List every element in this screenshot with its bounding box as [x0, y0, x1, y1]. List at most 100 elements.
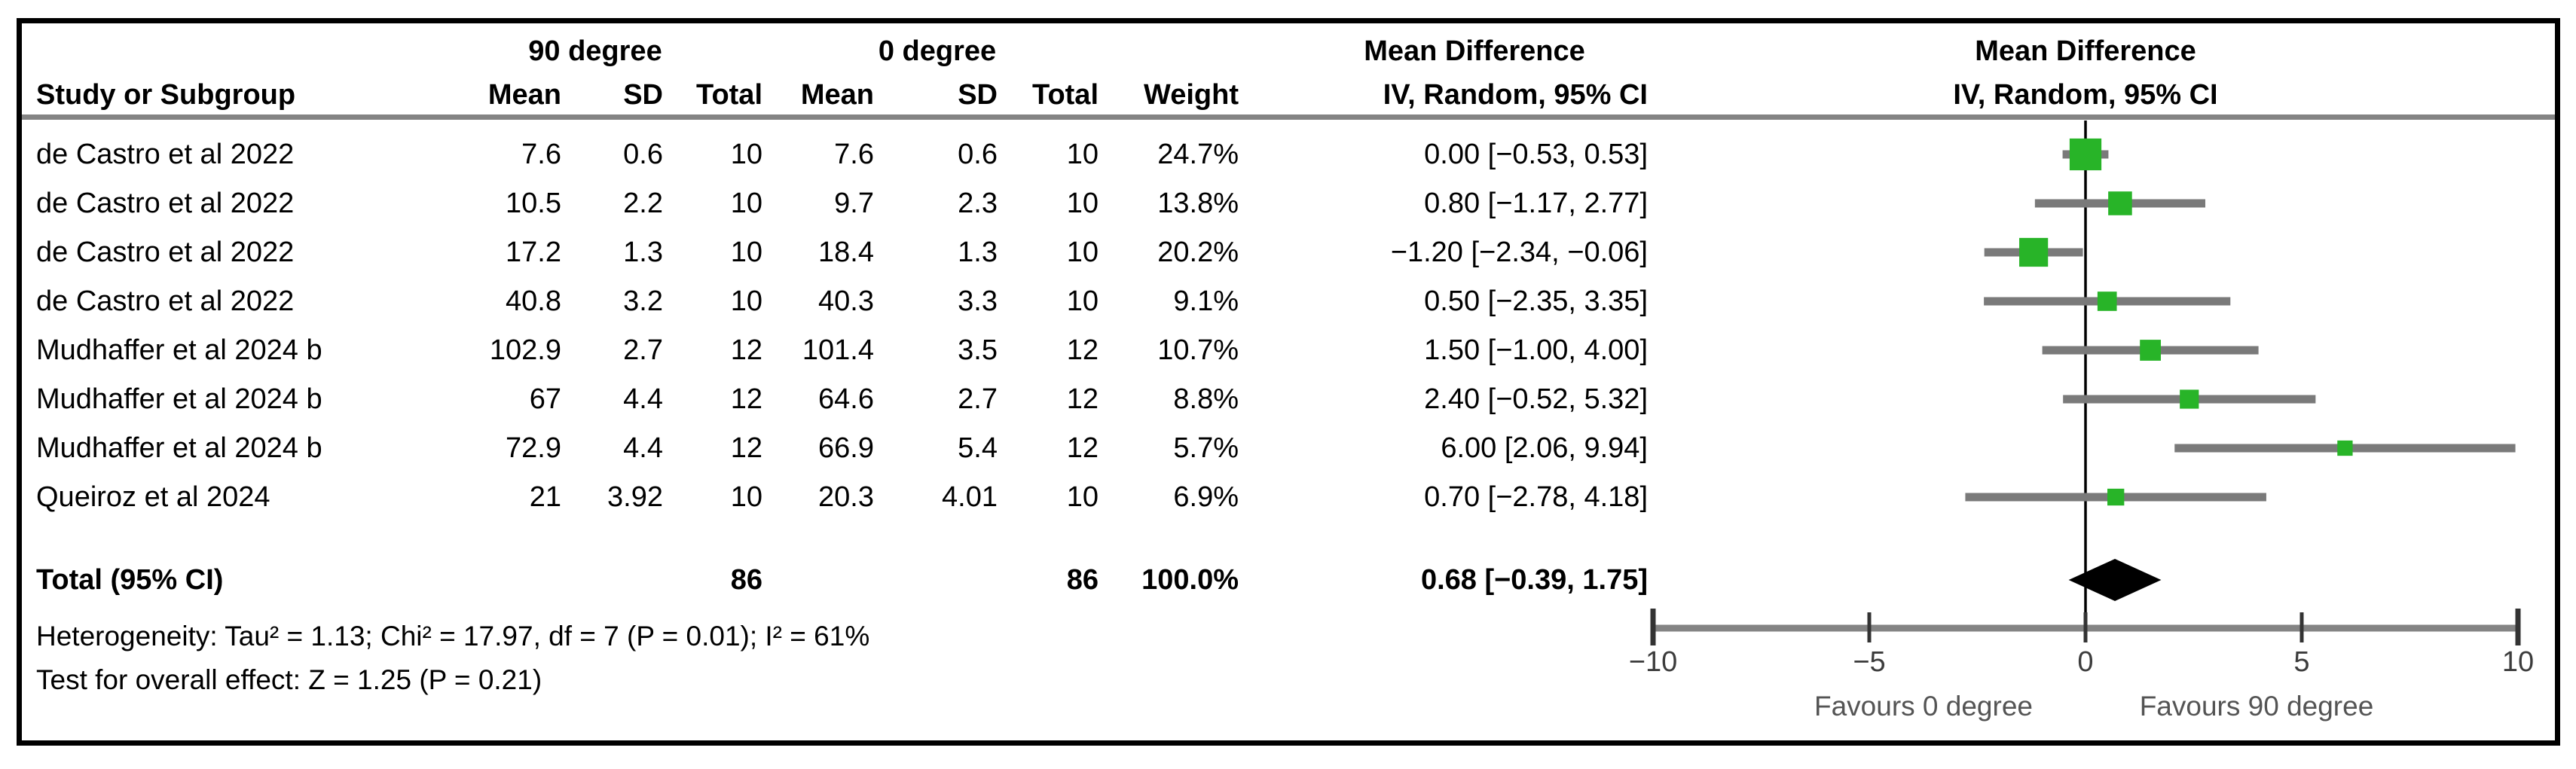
- cell-weight: 8.8%: [1173, 383, 1239, 415]
- cell-total1: 10: [730, 188, 762, 219]
- cell-sd2: 3.3: [958, 285, 998, 317]
- figure-frame: [17, 18, 2560, 746]
- cell-total1: 12: [730, 432, 762, 464]
- cell-total1: 10: [730, 139, 762, 170]
- group1-header: 90 degree: [528, 35, 662, 67]
- col-header-sd1: SD: [623, 79, 663, 111]
- cell-total2: 12: [1066, 383, 1099, 415]
- cell-ci_text: 0.00 [−0.53, 0.53]: [1424, 139, 1648, 170]
- cell-name: de Castro et al 2022: [36, 285, 295, 317]
- table-row: de Castro et al 2022 40.8 3.2 10 40.3 3.3 10 9.…: [0, 284, 2576, 319]
- cell-sd2: 5.4: [958, 432, 998, 464]
- cell-mean2: 7.6: [834, 139, 874, 170]
- cell-mean2: 64.6: [818, 383, 874, 415]
- cell-mean2: 101.4: [802, 334, 874, 366]
- cell-name: Mudhaffer et al 2024 b: [36, 432, 322, 464]
- favours-left-label: Favours 0 degree: [1814, 691, 2033, 722]
- cell-mean1: 10.5: [506, 188, 561, 219]
- cell-ci_text: 6.00 [2.06, 9.94]: [1441, 432, 1648, 464]
- effect-header-text-col: Mean Difference: [1364, 35, 1585, 67]
- table-row: de Castro et al 2022 17.2 1.3 10 18.4 1.3 10 20…: [0, 235, 2576, 270]
- cell-sd2: 4.01: [942, 481, 998, 513]
- cell-mean2: 40.3: [818, 285, 874, 317]
- cell-name: de Castro et al 2022: [36, 188, 295, 219]
- axis-tick-label: −10: [1628, 646, 1678, 678]
- cell-sd1: 2.7: [623, 334, 663, 366]
- table-row: Mudhaffer et al 2024 b 72.9 4.4 12 66.9 5.4 12…: [0, 431, 2576, 465]
- cell-sd2: 0.6: [958, 139, 998, 170]
- axis-tick-label: 10: [2501, 646, 2535, 678]
- overall-effect-note: Test for overall effect: Z = 1.25 (P = 0…: [36, 664, 542, 695]
- col-header-sd2: SD: [958, 79, 998, 111]
- cell-ci_text: −1.20 [−2.34, −0.06]: [1390, 236, 1648, 268]
- cell-sd1: 0.6: [623, 139, 663, 170]
- cell-sd1: 2.2: [623, 188, 663, 219]
- col-header-ci-plot: IV, Random, 95% CI: [1953, 79, 2218, 111]
- cell-mean1: 17.2: [506, 236, 561, 268]
- total-label: Total (95% CI): [36, 564, 224, 596]
- axis-tick-label: 0: [2077, 646, 2094, 678]
- cell-weight: 10.7%: [1157, 334, 1239, 366]
- heterogeneity-note: Heterogeneity: Tau² = 1.13; Chi² = 17.97…: [36, 621, 870, 652]
- table-row: Mudhaffer et al 2024 b 102.9 2.7 12 101.4 3.5…: [0, 333, 2576, 368]
- cell-mean1: 40.8: [506, 285, 561, 317]
- cell-total1: 10: [730, 481, 762, 513]
- effect-header-plot-col: Mean Difference: [1975, 35, 2196, 67]
- cell-total2: 10: [1066, 139, 1099, 170]
- total-row: Total (95% CI) 86 86 100.0% 0.68 [−0.39,…: [0, 563, 2576, 597]
- cell-mean2: 66.9: [818, 432, 874, 464]
- cell-name: Queiroz et al 2024: [36, 481, 270, 513]
- cell-ci_text: 0.70 [−2.78, 4.18]: [1424, 481, 1648, 513]
- cell-mean1: 102.9: [489, 334, 561, 366]
- cell-mean1: 72.9: [506, 432, 561, 464]
- cell-total1: 10: [730, 236, 762, 268]
- col-header-study: Study or Subgroup: [36, 79, 296, 111]
- cell-sd1: 4.4: [623, 432, 663, 464]
- cell-sd2: 1.3: [958, 236, 998, 268]
- total-n-group1: 86: [730, 564, 762, 596]
- cell-total2: 10: [1066, 285, 1099, 317]
- group2-header: 0 degree: [878, 35, 997, 67]
- cell-name: Mudhaffer et al 2024 b: [36, 334, 322, 366]
- col-header-total2: Total: [1032, 79, 1099, 111]
- col-header-mean1: Mean: [487, 79, 561, 111]
- cell-name: Mudhaffer et al 2024 b: [36, 383, 322, 415]
- cell-total2: 10: [1066, 481, 1099, 513]
- cell-sd2: 2.7: [958, 383, 998, 415]
- cell-sd2: 2.3: [958, 188, 998, 219]
- total-weight: 100.0%: [1141, 564, 1239, 596]
- table-row: Queiroz et al 2024 21 3.92 10 20.3 4.01 10 6.9%…: [0, 480, 2576, 514]
- col-header-total1: Total: [696, 79, 762, 111]
- cell-mean1: 7.6: [521, 139, 561, 170]
- cell-weight: 9.1%: [1173, 285, 1239, 317]
- cell-sd1: 3.92: [607, 481, 663, 513]
- cell-weight: 24.7%: [1157, 139, 1239, 170]
- cell-ci_text: 2.40 [−0.52, 5.32]: [1424, 383, 1648, 415]
- table-row: de Castro et al 2022 10.5 2.2 10 9.7 2.3 10 13.…: [0, 186, 2576, 221]
- col-header-ci-text: IV, Random, 95% CI: [1383, 79, 1648, 111]
- cell-total1: 10: [730, 285, 762, 317]
- cell-total2: 12: [1066, 432, 1099, 464]
- cell-total2: 12: [1066, 334, 1099, 366]
- total-ci-text: 0.68 [−0.39, 1.75]: [1420, 564, 1648, 596]
- cell-sd1: 3.2: [623, 285, 663, 317]
- col-header-weight: Weight: [1144, 79, 1239, 111]
- favours-right-label: Favours 90 degree: [2139, 691, 2374, 722]
- cell-total2: 10: [1066, 188, 1099, 219]
- cell-weight: 5.7%: [1173, 432, 1239, 464]
- cell-total1: 12: [730, 334, 762, 366]
- cell-ci_text: 0.50 [−2.35, 3.35]: [1424, 285, 1648, 317]
- cell-mean2: 20.3: [818, 481, 874, 513]
- header-separator-line: [22, 114, 2555, 120]
- cell-sd2: 3.5: [958, 334, 998, 366]
- cell-mean1: 21: [529, 481, 561, 513]
- cell-mean2: 18.4: [818, 236, 874, 268]
- cell-sd1: 4.4: [623, 383, 663, 415]
- cell-sd1: 1.3: [623, 236, 663, 268]
- table-row: Mudhaffer et al 2024 b 67 4.4 12 64.6 2.7 12 8.…: [0, 382, 2576, 417]
- cell-ci_text: 1.50 [−1.00, 4.00]: [1424, 334, 1648, 366]
- axis-tick-label: −5: [1853, 646, 1886, 678]
- total-n-group2: 86: [1066, 564, 1099, 596]
- cell-weight: 20.2%: [1157, 236, 1239, 268]
